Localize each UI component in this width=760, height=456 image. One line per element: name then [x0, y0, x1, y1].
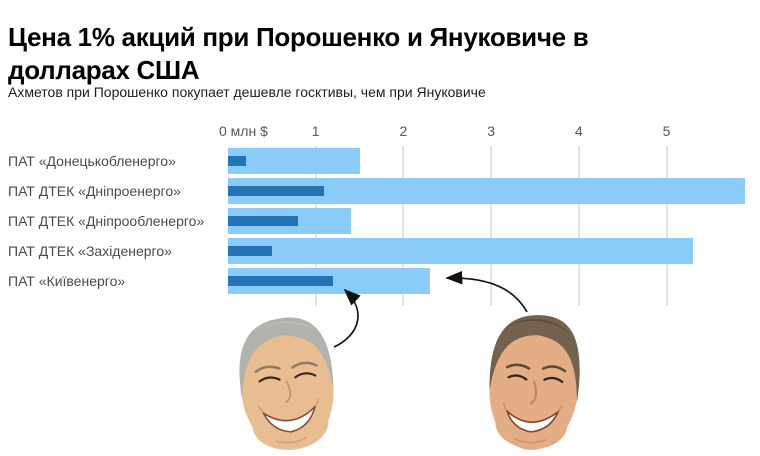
- yanukovych-hair: [489, 315, 580, 404]
- bar-poroshenko-era: [228, 276, 334, 286]
- gridline: [490, 146, 493, 306]
- x-tick-label: 3: [487, 123, 495, 139]
- arrow-to-poroshenko-bar: [333, 288, 361, 348]
- yanukovych-smile: [506, 410, 559, 433]
- gridline: [577, 146, 580, 306]
- arrow-to-yanukovych-bar: [445, 270, 528, 313]
- bar-poroshenko-era: [228, 186, 325, 196]
- gridline: [402, 146, 405, 306]
- bar-poroshenko-era: [228, 156, 246, 166]
- category-label: ПАТ ДТЕК «Західенерго»: [8, 243, 172, 259]
- bar-yanukovych-era: [228, 238, 693, 264]
- category-label: ПАТ ДТЕК «Дніпроенерго»: [8, 183, 181, 199]
- bar-poroshenko-era: [228, 216, 299, 226]
- poroshenko-face-image: [239, 317, 334, 450]
- poroshenko-smile: [262, 405, 316, 433]
- poroshenko-hair: [239, 317, 334, 399]
- category-label: ПАТ «Київенерго»: [8, 273, 126, 289]
- gridline: [665, 146, 668, 306]
- x-tick-label: 2: [399, 123, 408, 139]
- x-tick-label: 4: [574, 123, 583, 139]
- x-tick-label: 5: [662, 123, 671, 139]
- x-tick-label: 1: [311, 123, 320, 139]
- category-label: ПАТ ДТЕК «Дніпрообленерго»: [8, 213, 205, 229]
- bar-poroshenko-era: [228, 246, 272, 256]
- yanukovych-face-image: [489, 315, 580, 450]
- bar-yanukovych-era: [228, 148, 360, 174]
- chart-subtitle: Ахметов при Порошенко покупает дешевле г…: [8, 84, 486, 100]
- category-label: ПАТ «Донецькобленерго»: [8, 153, 176, 169]
- x-axis-zero-label: 0 млн $: [219, 123, 268, 139]
- chart-title: Цена 1% акций при Порошенко и Януковиче …: [8, 22, 589, 86]
